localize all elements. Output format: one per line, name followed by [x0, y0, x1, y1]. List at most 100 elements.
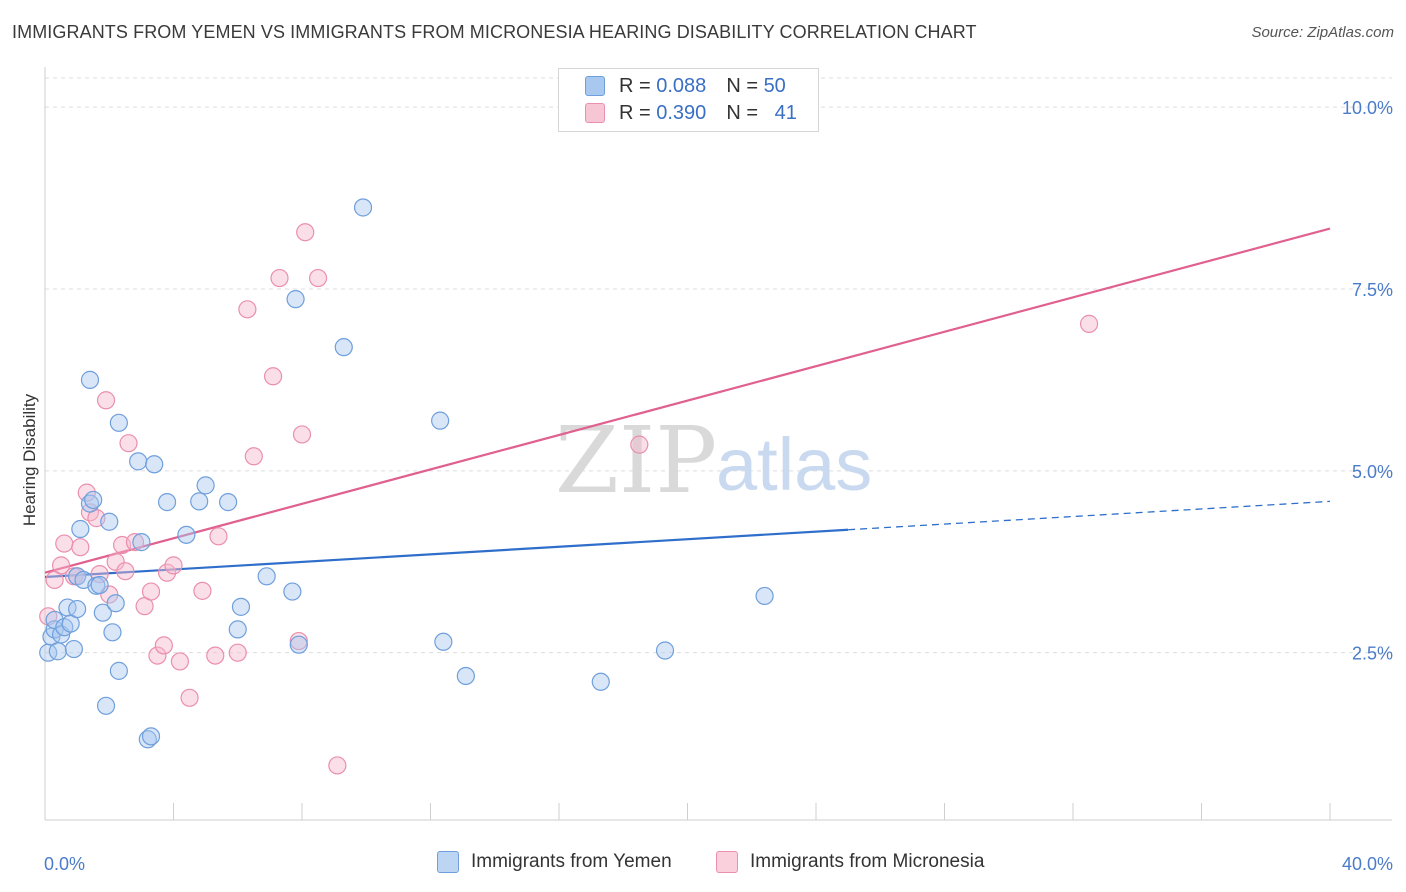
point-yemen — [190, 492, 209, 511]
point-micronesia — [170, 652, 190, 671]
trend-lines — [44, 227, 1331, 579]
point-micronesia — [292, 425, 312, 444]
stats-legend: R = 0.088 N = 50 R = 0.390 N = 41 — [558, 68, 819, 132]
legend-r-label: R = — [619, 101, 651, 124]
point-yemen — [434, 632, 453, 651]
axes — [44, 67, 1392, 821]
point-micronesia — [116, 562, 135, 581]
series-label-yemen: Immigrants from Yemen — [471, 851, 672, 872]
point-micronesia — [55, 534, 74, 553]
y-tick-label: 5.0% — [1352, 462, 1393, 482]
point-yemen — [755, 586, 774, 606]
point-yemen — [196, 476, 215, 495]
point-yemen — [103, 623, 122, 642]
point-micronesia — [193, 581, 212, 600]
point-micronesia — [164, 556, 183, 575]
series-swatch-yemen — [437, 851, 459, 873]
point-yemen — [177, 525, 196, 544]
point-micronesia — [209, 527, 228, 546]
point-yemen — [257, 567, 276, 586]
legend-n-micronesia: 41 — [774, 101, 797, 124]
point-yemen — [84, 490, 103, 510]
legend-r-micronesia: 0.390 — [656, 101, 707, 124]
point-micronesia — [119, 434, 138, 453]
gridlines — [45, 77, 1392, 654]
point-micronesia — [125, 533, 145, 552]
point-yemen — [106, 594, 125, 613]
source-label: Source: ZipAtlas.com — [1251, 24, 1394, 41]
point-micronesia — [328, 756, 347, 775]
point-yemen — [334, 338, 353, 357]
point-yemen — [64, 639, 84, 659]
point-yemen — [80, 370, 100, 389]
point-micronesia — [157, 563, 177, 582]
point-yemen — [100, 512, 119, 531]
legend-n-label: N = — [726, 101, 758, 124]
legend-swatch-micronesia — [585, 103, 605, 123]
x-tick-label: 40.0% — [1342, 854, 1393, 874]
point-micronesia — [296, 223, 315, 242]
trend-line-yemen — [44, 528, 849, 579]
point-yemen — [48, 642, 67, 661]
point-micronesia — [308, 268, 328, 288]
point-micronesia — [228, 643, 247, 662]
point-micronesia — [71, 538, 90, 557]
point-yemen — [655, 641, 675, 660]
legend-row-yemen: R = 0.088 N = 50 — [585, 73, 786, 99]
point-micronesia — [90, 565, 109, 584]
point-yemen — [431, 411, 450, 430]
point-micronesia — [263, 367, 283, 386]
series-swatch-micronesia — [716, 851, 738, 873]
point-micronesia — [51, 556, 71, 575]
point-micronesia — [206, 646, 225, 665]
trend-line-micronesia — [44, 227, 1331, 574]
point-micronesia — [141, 582, 161, 601]
point-micronesia — [270, 268, 289, 288]
watermark-zip: ZIP — [555, 407, 717, 514]
watermark-atlas: atlas — [716, 423, 872, 506]
series-legend-yemen: Immigrants from Yemen — [437, 851, 672, 873]
point-yemen — [96, 696, 116, 715]
point-yemen — [141, 727, 161, 746]
point-yemen — [109, 661, 128, 680]
point-yemen — [231, 597, 251, 616]
point-yemen — [286, 290, 305, 309]
point-yemen — [138, 730, 157, 749]
trend-line-yemen-extension — [848, 500, 1331, 531]
y-tick-label: 10.0% — [1342, 98, 1393, 118]
point-yemen — [90, 575, 109, 595]
point-yemen — [109, 413, 128, 432]
point-yemen — [289, 635, 308, 654]
point-micronesia — [96, 391, 116, 410]
legend-swatch-yemen — [585, 76, 605, 96]
tick-labels: 2.5% 5.0% 7.5% 10.0% 0.0% 40.0% — [44, 98, 1393, 874]
point-yemen — [157, 493, 177, 512]
point-micronesia — [1079, 314, 1099, 333]
chart-title: IMMIGRANTS FROM YEMEN VS IMMIGRANTS FROM… — [12, 22, 977, 42]
point-yemen — [353, 198, 373, 217]
point-micronesia — [106, 552, 125, 571]
legend-r-label: R = — [619, 74, 651, 97]
legend-n-label: N = — [726, 74, 758, 97]
point-micronesia — [154, 636, 173, 655]
point-yemen — [456, 666, 475, 686]
point-micronesia — [180, 688, 199, 707]
legend-n-yemen: 50 — [763, 74, 786, 97]
point-yemen — [228, 620, 247, 639]
x-tick-label: 0.0% — [44, 854, 85, 874]
point-micronesia — [630, 435, 649, 454]
data-points — [39, 198, 1099, 775]
y-tick-label: 2.5% — [1352, 644, 1393, 664]
point-yemen — [129, 452, 148, 471]
point-yemen — [68, 599, 87, 619]
point-yemen — [219, 493, 238, 512]
point-micronesia — [77, 483, 96, 502]
point-yemen — [145, 455, 164, 474]
point-micronesia — [238, 300, 257, 319]
legend-r-yemen: 0.088 — [656, 74, 707, 97]
point-yemen — [591, 672, 610, 691]
y-tick-label: 7.5% — [1352, 280, 1393, 300]
legend-row-micronesia: R = 0.390 N = 41 — [585, 100, 797, 126]
point-micronesia — [148, 646, 167, 665]
